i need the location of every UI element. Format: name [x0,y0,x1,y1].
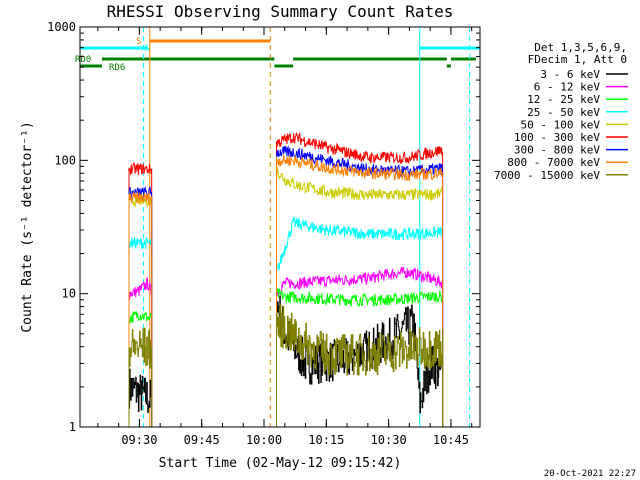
series-line-7 [128,191,153,428]
x-tick-label: 10:30 [371,433,407,447]
x-tick-label: 10:15 [308,433,344,447]
timestamp: 20-Oct-2021 22:27 [544,469,636,479]
legend-entry-label: 25 - 50 keV [527,106,600,119]
series-line-4 [128,193,153,428]
legend-entry-label: 6 - 12 keV [534,81,601,94]
series-line-1 [128,276,153,428]
series-line-3 [276,216,444,427]
legend-entry-label: 3 - 6 keV [540,68,600,81]
chart-title: RHESSI Observing Summary Count Rates [107,2,454,21]
legend-entry-label: 50 - 100 keV [521,118,601,131]
y-tick-label: 10 [62,287,76,301]
legend-entry-label: 800 - 7000 keV [507,156,600,169]
series-line-0 [128,368,153,428]
attenuator-lines [143,27,471,427]
flag-label-rd6: RD6 [109,63,125,73]
flag-label-n: N [145,44,150,54]
series-line-8 [276,304,444,427]
legend-header-line-1: Det 1,3,5,6,9, [534,41,627,54]
flag-label-rd0: RD0 [75,55,91,65]
legend-header-line-2: FDecim 1, Att 0 [528,53,627,66]
x-tick-label: 10:45 [433,433,469,447]
x-axis-label: Start Time (02-May-12 09:15:42) [159,456,402,471]
legend: Det 1,3,5,6,9,FDecim 1, Att 0 3 - 6 keV6 … [494,41,628,182]
series-line-2 [276,287,444,427]
flag-label-s: S [136,37,141,47]
y-axis-label: Count Rate (s⁻¹ detector⁻¹) [20,121,35,332]
y-axis: 1 10 100 1000 [47,20,480,434]
series-lines [128,131,444,428]
legend-entry-label: 100 - 300 keV [514,131,600,144]
series-line-8 [128,327,153,428]
series-line-2 [128,311,153,428]
series-line-5 [276,131,444,427]
legend-entry-label: 12 - 25 keV [527,93,600,106]
y-tick-label: 1000 [47,20,76,34]
series-line-5 [128,162,153,428]
legend-entry-label: 7000 - 15000 keV [494,169,600,182]
x-tick-label: 10:00 [246,433,282,447]
x-tick-label: 09:30 [121,433,157,447]
series-line-1 [276,266,444,427]
plot-frame [79,26,481,428]
observing-flags: SN RD0 RD6 [75,37,480,73]
series-line-7 [276,154,444,427]
y-tick-label: 100 [54,153,76,167]
legend-entry-label: 300 - 800 keV [514,144,600,157]
x-tick-label: 09:45 [184,433,220,447]
y-tick-label: 1 [69,420,76,434]
series-line-4 [276,167,444,427]
series-line-3 [128,236,153,428]
x-axis: 09:30 09:45 10:00 10:15 10:30 10:45 [97,27,473,447]
